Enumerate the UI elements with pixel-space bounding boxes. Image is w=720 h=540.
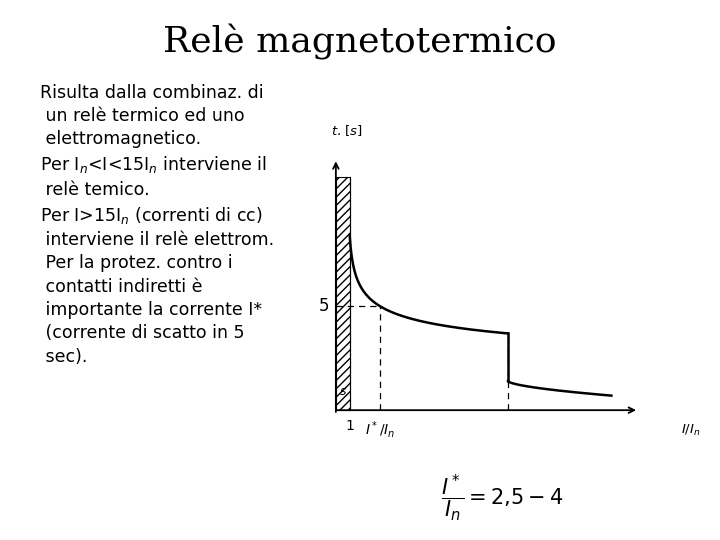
Text: $s$: $s$ (338, 385, 347, 398)
Text: Risulta dalla combinaz. di
 un relè termico ed uno
 elettromagnetico.
Per I$_n$<: Risulta dalla combinaz. di un relè termi… (40, 84, 274, 366)
Text: $t$. $[s]$: $t$. $[s]$ (330, 123, 363, 138)
Text: $I/I_n$: $I/I_n$ (681, 423, 701, 438)
Text: $I^*/I_n$: $I^*/I_n$ (365, 420, 395, 440)
Bar (336, 177, 350, 410)
Text: Relè magnetotermico: Relè magnetotermico (163, 24, 557, 60)
Text: $\dfrac{I^*}{I_n} = 2{,}5 - 4$: $\dfrac{I^*}{I_n} = 2{,}5 - 4$ (441, 472, 563, 524)
Text: 1: 1 (345, 420, 354, 433)
Text: 5: 5 (318, 297, 329, 315)
